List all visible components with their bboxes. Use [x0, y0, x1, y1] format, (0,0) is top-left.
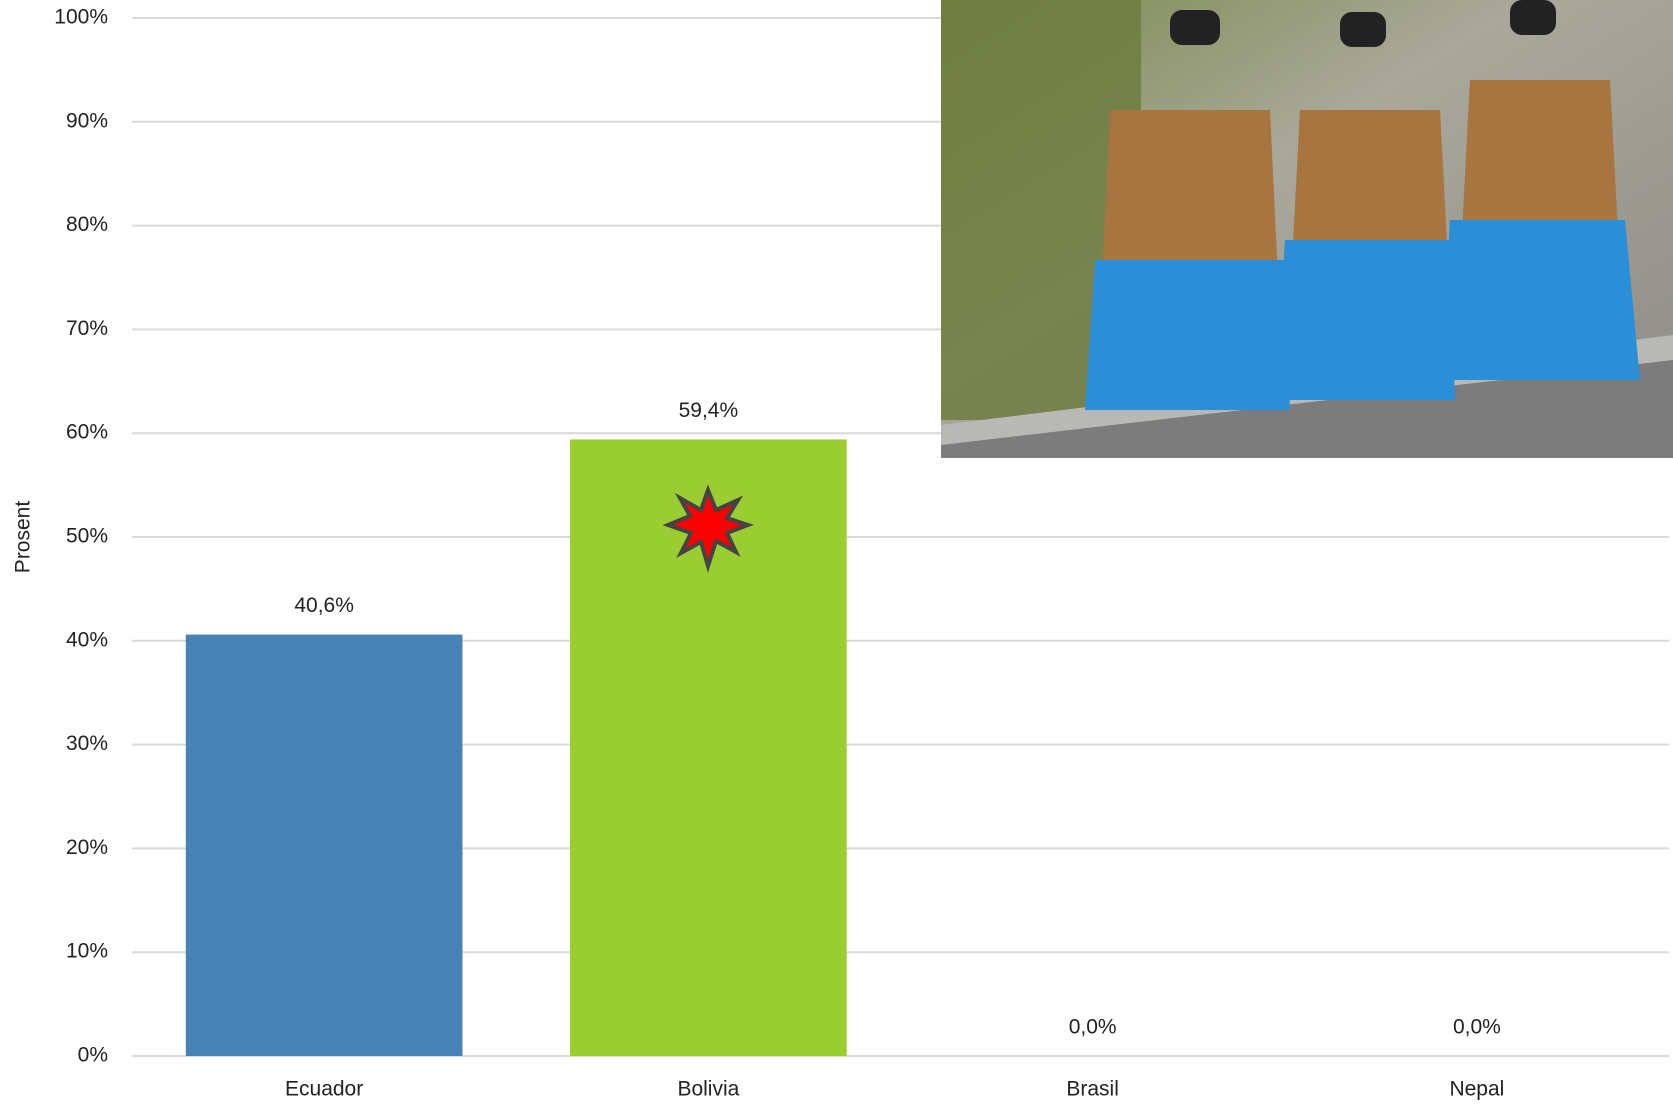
x-tick-label: Ecuador	[285, 1078, 363, 1101]
y-tick-label: 90%	[66, 109, 108, 132]
y-tick-label: 20%	[66, 836, 108, 859]
y-axis-label: Prosent	[12, 501, 35, 574]
y-tick-label: 30%	[66, 732, 108, 755]
bars: Ecuador 40,6% Bolivia 59,4% Brasil 0,0% Nepal 0…	[185, 399, 1504, 1101]
y-tick-label: 0%	[78, 1044, 108, 1067]
y-tick-label: 10%	[66, 940, 108, 963]
y-tick-label: 100%	[54, 6, 108, 29]
x-tick-label: Bolivia	[677, 1078, 739, 1101]
value-label: 0,0%	[1453, 1016, 1501, 1039]
x-tick-label: Nepal	[1449, 1078, 1504, 1101]
y-tick-label: 80%	[66, 213, 108, 236]
photo	[941, 0, 1673, 458]
y-tick-label: 50%	[66, 525, 108, 548]
burst-icon	[662, 484, 754, 573]
bar	[185, 634, 463, 1056]
photo-figures	[1085, 0, 1640, 410]
value-label: 59,4%	[679, 399, 739, 422]
y-tick-label: 70%	[66, 317, 108, 340]
y-tick-label: 40%	[66, 628, 108, 651]
value-label: 0,0%	[1069, 1016, 1117, 1039]
y-tick-label: 60%	[66, 421, 108, 444]
value-label: 40,6%	[294, 594, 354, 617]
x-tick-label: Brasil	[1066, 1078, 1119, 1101]
